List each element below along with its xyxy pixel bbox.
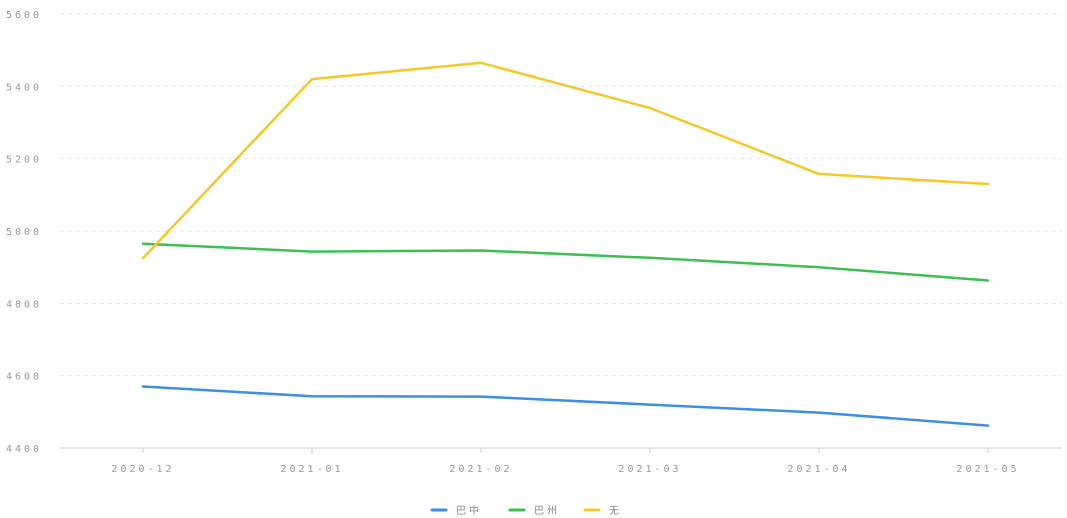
x-tick-label: 2021-01 bbox=[280, 464, 343, 475]
y-axis-ticks: 4400 4600 4800 5000 5200 5400 5600 bbox=[6, 10, 42, 455]
legend-label: 无 bbox=[609, 506, 622, 517]
x-tick-label: 2021-02 bbox=[449, 464, 512, 475]
y-tick-label: 5400 bbox=[6, 82, 42, 93]
series-line-0 bbox=[141, 385, 990, 427]
x-tick-label: 2021-04 bbox=[787, 464, 850, 475]
legend-label: 巴中 bbox=[456, 504, 482, 517]
y-tick-label: 4400 bbox=[6, 444, 42, 455]
x-tick-label: 2021-05 bbox=[956, 464, 1019, 475]
x-tick-label: 2020-12 bbox=[111, 464, 174, 475]
y-tick-label: 4800 bbox=[6, 299, 42, 310]
legend: 巴中 巴州 无 bbox=[430, 504, 622, 517]
series-line-2 bbox=[141, 61, 990, 260]
y-tick-label: 5200 bbox=[6, 155, 42, 166]
x-tick-label: 2021-03 bbox=[618, 464, 681, 475]
grid-lines bbox=[60, 13, 1062, 377]
y-tick-label: 5600 bbox=[6, 10, 42, 21]
x-axis-ticks: 2020-12 2021-01 2021-02 2021-03 2021-04 2021-… bbox=[111, 448, 1019, 475]
y-tick-label: 5000 bbox=[6, 227, 42, 238]
series-line-1 bbox=[141, 242, 990, 282]
series-lines bbox=[141, 61, 990, 427]
y-tick-label: 4600 bbox=[6, 372, 42, 383]
legend-label: 巴州 bbox=[534, 505, 560, 517]
